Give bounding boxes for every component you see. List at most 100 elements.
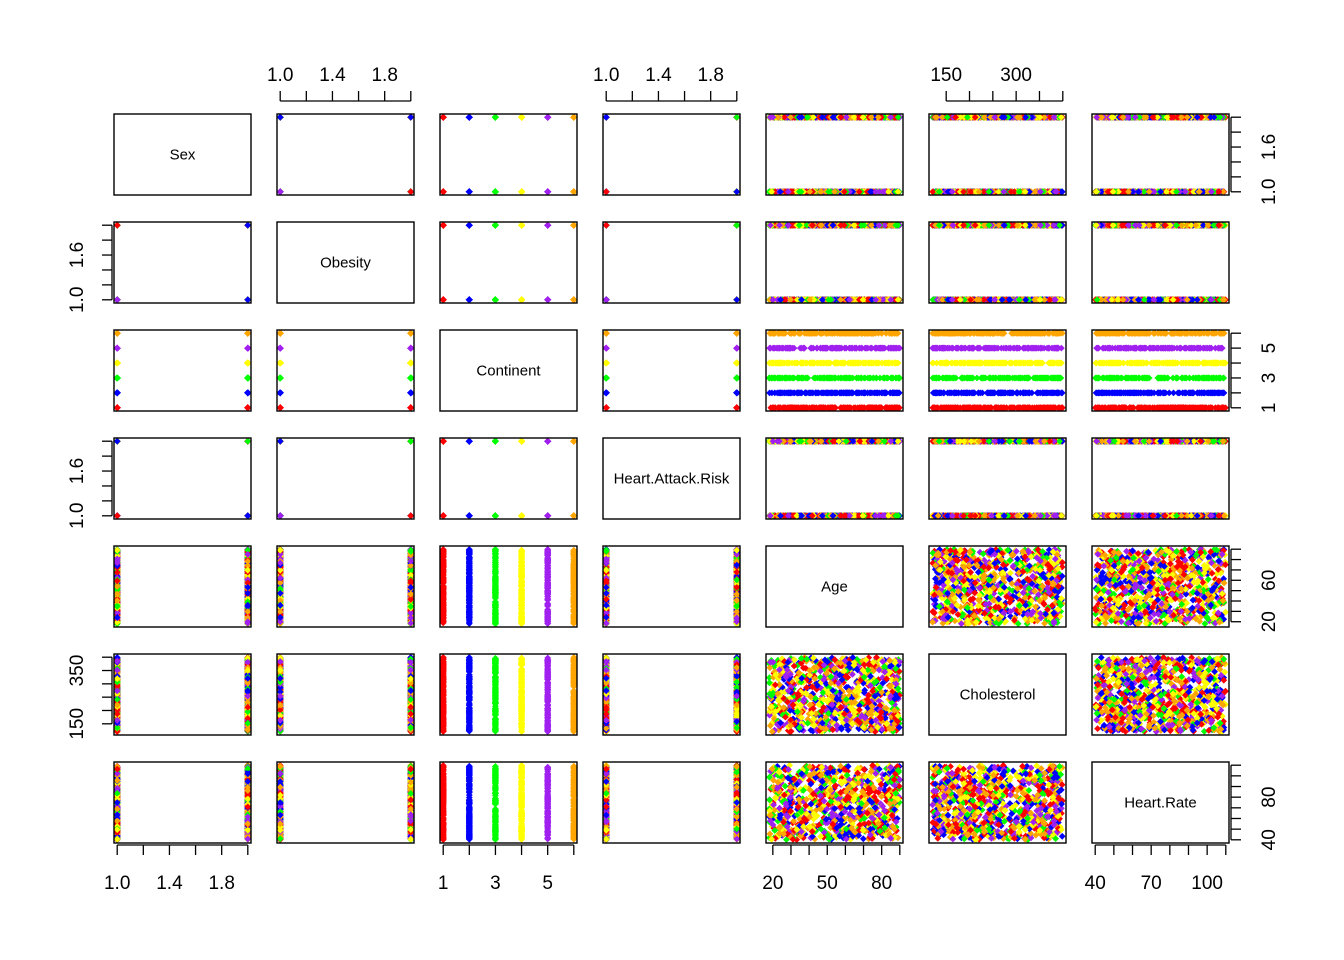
data-point — [733, 114, 740, 121]
data-point — [935, 188, 943, 195]
data-point — [837, 114, 845, 121]
data-point — [570, 188, 577, 195]
panel-Sex-vs-Heart.Rate — [1091, 113, 1230, 196]
data-point — [544, 114, 552, 121]
panel-frame — [765, 113, 904, 196]
data-point — [796, 188, 803, 195]
panel-frame — [276, 113, 415, 196]
data-point — [948, 188, 956, 195]
data-point — [407, 114, 414, 121]
data-point — [1058, 188, 1066, 195]
data-point — [842, 114, 850, 121]
data-point — [818, 114, 826, 121]
data-point — [980, 114, 988, 121]
panel-Sex-vs-Heart.Attack.Risk — [602, 113, 741, 196]
data-point — [767, 114, 774, 121]
data-point — [1021, 188, 1029, 195]
data-point — [967, 188, 974, 195]
data-point — [1046, 114, 1054, 121]
data-point — [603, 188, 610, 195]
data-point — [867, 114, 875, 121]
data-point — [991, 114, 999, 121]
data-point — [603, 114, 610, 121]
data-point — [971, 114, 979, 121]
data-point — [1000, 188, 1008, 195]
data-point — [1026, 188, 1033, 195]
data-point — [518, 188, 525, 195]
data-point — [492, 188, 499, 195]
data-point — [518, 114, 525, 121]
data-point — [570, 114, 577, 121]
data-point — [1041, 114, 1048, 121]
data-point — [787, 114, 794, 121]
data-point — [1036, 114, 1044, 121]
data-point — [465, 188, 473, 195]
panel-Sex-vs-Obesity — [276, 113, 415, 196]
data-point — [1037, 188, 1044, 195]
data-point — [825, 188, 832, 195]
data-point — [829, 114, 837, 121]
data-point — [1014, 114, 1021, 121]
panel-frame — [928, 113, 1067, 196]
data-point — [995, 188, 1002, 195]
data-point — [810, 114, 817, 121]
data-point — [1058, 114, 1065, 121]
data-point — [894, 188, 902, 195]
data-point — [964, 114, 971, 121]
data-point — [879, 188, 887, 195]
data-point — [277, 114, 284, 121]
data-point — [967, 114, 975, 121]
data-point — [440, 114, 447, 121]
data-point — [771, 188, 779, 195]
data-point — [789, 188, 797, 195]
data-point — [944, 188, 952, 195]
data-point — [544, 188, 552, 195]
data-point — [1000, 114, 1008, 121]
data-point — [952, 114, 959, 121]
data-point — [1032, 188, 1040, 195]
data-point — [894, 114, 902, 121]
data-point — [932, 114, 939, 121]
panel-Sex-vs-Age — [765, 113, 904, 196]
data-point — [859, 114, 867, 121]
panel-Sex-vs-Continent — [439, 113, 578, 196]
panel-frame — [113, 113, 252, 196]
data-point — [785, 188, 792, 195]
data-point — [957, 114, 965, 121]
data-point — [774, 114, 782, 121]
data-point — [939, 114, 946, 121]
variable-label: Sex — [170, 147, 196, 164]
data-point — [1022, 114, 1030, 121]
data-point — [929, 188, 937, 195]
data-point — [960, 188, 967, 195]
data-point — [831, 188, 838, 195]
data-point — [1016, 188, 1023, 195]
data-point — [980, 188, 988, 195]
data-point — [817, 188, 825, 195]
data-point — [804, 114, 812, 121]
data-point — [885, 188, 892, 195]
data-point — [465, 114, 473, 121]
data-point — [887, 114, 895, 121]
data-point — [1050, 114, 1058, 121]
data-point — [868, 188, 876, 195]
panel-Sex-vs-Sex: Sex — [113, 113, 252, 196]
data-point — [733, 188, 740, 195]
data-point — [875, 114, 882, 121]
data-point — [1051, 188, 1059, 195]
data-point — [777, 188, 784, 195]
data-point — [872, 188, 880, 195]
data-point — [943, 114, 951, 121]
data-point — [492, 114, 499, 121]
data-point — [806, 188, 814, 195]
data-point — [975, 188, 983, 195]
panel-frame — [439, 113, 578, 196]
data-point — [407, 188, 414, 195]
data-point — [856, 188, 863, 195]
data-point — [768, 188, 775, 195]
data-point — [850, 114, 858, 121]
data-point — [440, 188, 447, 195]
data-point — [277, 188, 284, 195]
data-point — [780, 114, 788, 121]
